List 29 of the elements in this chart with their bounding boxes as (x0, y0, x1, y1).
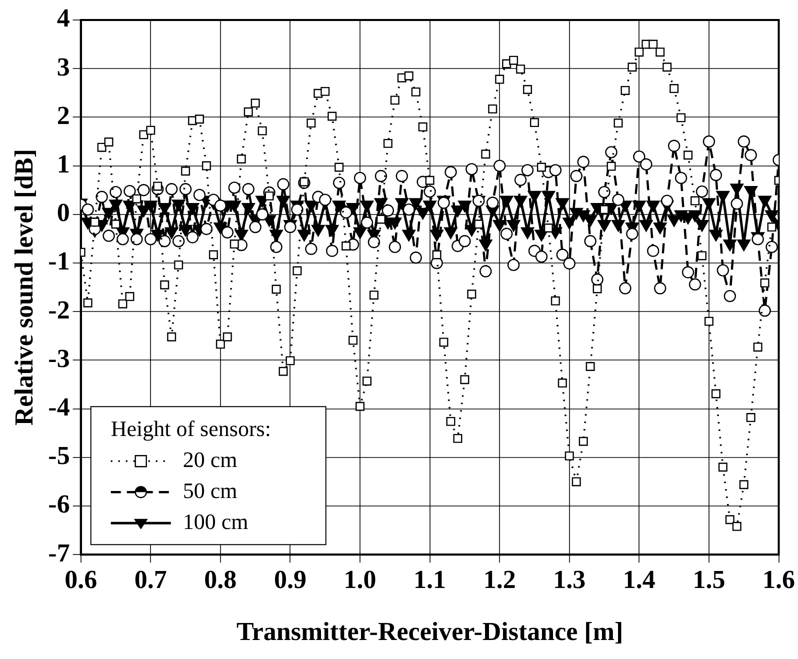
x-tick-label: 0.7 (134, 564, 167, 594)
x-tick-label: 1.4 (622, 564, 656, 594)
x-tick-label: 1.3 (553, 564, 586, 594)
x-tick-label: 1.1 (414, 564, 446, 594)
y-tick-label: 3 (56, 52, 70, 82)
x-tick-label: 1.5 (692, 564, 726, 594)
x-tick-label: 1.2 (483, 564, 516, 594)
y-tick-label: 1 (56, 150, 70, 179)
y-tick-label: -7 (48, 538, 70, 568)
x-tick-label: 1.0 (344, 564, 376, 594)
legend-label: 100 cm (182, 508, 248, 534)
y-tick-label: -2 (48, 295, 70, 324)
legend-label: 20 cm (182, 446, 238, 472)
y-tick-label: -5 (48, 441, 70, 470)
y-tick-label: 4 (56, 4, 70, 33)
x-tick-label: 0.9 (274, 564, 306, 594)
y-tick-label: -3 (48, 344, 70, 373)
x-tick-label: 0.8 (204, 564, 237, 594)
y-tick-label: 0 (56, 198, 70, 228)
x-tick-label: 0.6 (64, 564, 98, 594)
legend-title: Height of sensors: (110, 416, 271, 441)
y-tick-label: -4 (48, 392, 70, 422)
y-tick-label: -6 (48, 490, 70, 519)
y-tick-label: 2 (56, 100, 70, 130)
x-axis-title: Transmitter-Receiver-Distance [m] (236, 617, 624, 646)
x-tick-label: 1.6 (762, 564, 795, 594)
y-tick-label: -1 (48, 246, 70, 276)
y-axis-title: Relative sound level [dB] (9, 148, 38, 426)
legend-label: 50 cm (182, 478, 238, 503)
